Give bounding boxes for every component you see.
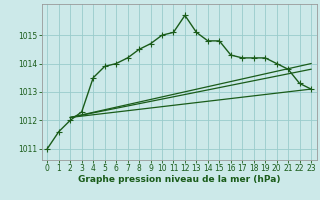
X-axis label: Graphe pression niveau de la mer (hPa): Graphe pression niveau de la mer (hPa) — [78, 175, 280, 184]
